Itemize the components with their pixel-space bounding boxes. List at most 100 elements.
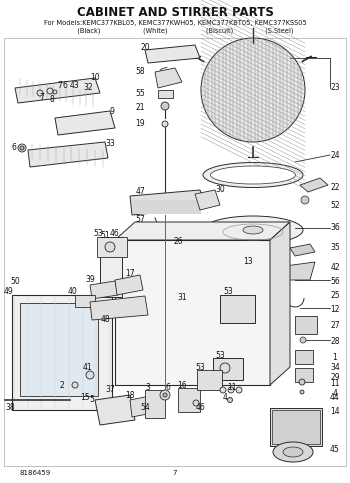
Text: 24: 24 (330, 151, 340, 159)
Text: 53: 53 (215, 352, 225, 360)
Circle shape (201, 38, 305, 142)
Bar (179, 248, 213, 252)
Text: 44: 44 (330, 394, 340, 402)
Text: 52: 52 (330, 200, 340, 210)
Polygon shape (222, 264, 244, 276)
Polygon shape (155, 68, 182, 88)
Text: 42: 42 (330, 264, 340, 272)
Text: 35: 35 (330, 243, 340, 253)
Bar (100, 237, 122, 297)
Polygon shape (90, 296, 148, 320)
Bar (220, 295, 255, 323)
Text: 38: 38 (5, 403, 15, 412)
Bar (272, 410, 320, 444)
Text: 29: 29 (330, 373, 340, 383)
Circle shape (163, 393, 167, 397)
Circle shape (300, 390, 304, 394)
Text: 32: 32 (83, 84, 93, 93)
Bar (295, 316, 317, 334)
Circle shape (20, 146, 24, 150)
Text: 54: 54 (140, 403, 150, 412)
Circle shape (160, 390, 170, 400)
Bar (270, 408, 322, 446)
Bar (133, 200, 201, 214)
Circle shape (105, 242, 115, 252)
Text: 2: 2 (60, 381, 64, 389)
Text: 26: 26 (173, 237, 183, 245)
Text: 16: 16 (177, 381, 187, 389)
Text: 15: 15 (80, 394, 90, 402)
Text: 58: 58 (135, 68, 145, 76)
Text: 37: 37 (105, 385, 115, 395)
Bar (295, 368, 313, 382)
Text: 57: 57 (135, 215, 145, 225)
Ellipse shape (273, 442, 313, 462)
Polygon shape (300, 178, 328, 192)
Polygon shape (15, 78, 100, 103)
Text: 5: 5 (90, 396, 95, 404)
Circle shape (300, 337, 306, 343)
Text: 47: 47 (135, 187, 145, 197)
Bar (178, 388, 200, 412)
Polygon shape (115, 275, 143, 295)
Ellipse shape (203, 162, 303, 187)
Circle shape (53, 90, 57, 94)
Circle shape (162, 121, 168, 127)
Circle shape (301, 196, 309, 204)
Bar (295, 350, 313, 364)
Circle shape (220, 363, 230, 373)
Text: 36: 36 (330, 224, 340, 232)
Text: 43: 43 (70, 81, 80, 89)
Text: 30: 30 (215, 185, 225, 195)
Bar (97, 237, 127, 257)
Circle shape (18, 144, 26, 152)
Text: (Black)                    (White)                  (Biscuit)               (S.S: (Black) (White) (Biscuit) (S.S (56, 28, 294, 34)
Text: 10: 10 (90, 73, 100, 83)
Text: 33: 33 (105, 139, 115, 147)
Text: CABINET AND STIRRER PARTS: CABINET AND STIRRER PARTS (77, 6, 273, 19)
Polygon shape (130, 190, 205, 215)
Circle shape (47, 88, 53, 94)
Text: 11: 11 (227, 384, 237, 393)
Text: 23: 23 (330, 84, 340, 93)
Circle shape (37, 90, 43, 96)
Text: 7: 7 (57, 82, 62, 90)
Bar (175, 282, 215, 310)
Text: 19: 19 (135, 119, 145, 128)
Polygon shape (270, 222, 290, 385)
Text: 53: 53 (195, 364, 205, 372)
Text: 27: 27 (330, 321, 340, 329)
Ellipse shape (243, 226, 263, 234)
Circle shape (72, 382, 78, 388)
Text: 22: 22 (330, 184, 340, 193)
Polygon shape (90, 281, 118, 299)
Circle shape (161, 102, 169, 110)
Text: 51: 51 (100, 230, 110, 240)
Text: 53: 53 (223, 287, 233, 297)
Text: 55: 55 (135, 89, 145, 99)
Text: 31: 31 (177, 293, 187, 301)
Ellipse shape (283, 447, 303, 457)
Text: 7: 7 (173, 470, 177, 476)
Text: 56: 56 (330, 278, 340, 286)
Ellipse shape (210, 166, 295, 184)
Bar (145, 390, 165, 418)
Text: 20: 20 (140, 43, 150, 53)
Text: 49: 49 (3, 286, 13, 296)
Circle shape (86, 371, 94, 379)
Circle shape (193, 400, 199, 406)
Text: 18: 18 (125, 390, 135, 399)
Bar (179, 260, 213, 264)
Text: 39: 39 (85, 275, 95, 284)
Text: 6: 6 (12, 142, 16, 152)
Bar (177, 245, 215, 276)
Polygon shape (130, 395, 158, 417)
Text: For Models:KEMC377KBL05, KEMC377KWH05, KEMC377KBT05, KEMC377KSS05: For Models:KEMC377KBL05, KEMC377KWH05, K… (44, 20, 306, 26)
Text: 7: 7 (40, 94, 44, 102)
Circle shape (228, 387, 234, 393)
Polygon shape (95, 395, 135, 425)
Polygon shape (115, 222, 290, 240)
Text: 34: 34 (330, 364, 340, 372)
Circle shape (228, 398, 232, 402)
Bar (179, 266, 213, 270)
